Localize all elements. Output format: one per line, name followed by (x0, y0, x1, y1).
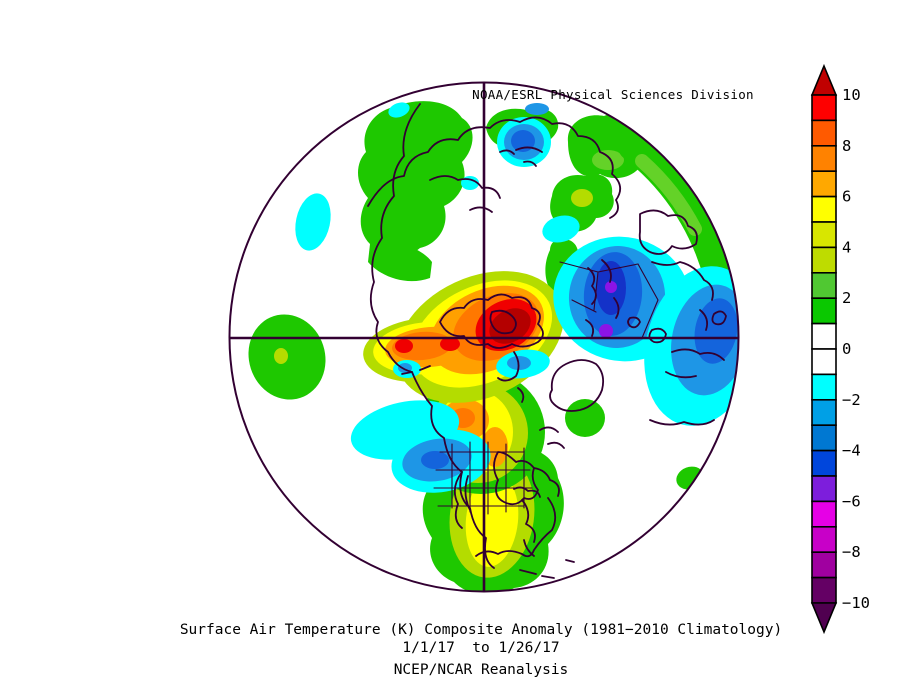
cold-anomaly-arctic-ocean (388, 102, 580, 243)
colorbar-cell (811, 398, 837, 426)
anomaly-blob (605, 281, 617, 293)
anomaly-blob (635, 154, 702, 236)
colorbar-tick-label: 10 (842, 86, 861, 104)
coastline-scandinavia (638, 209, 698, 255)
colorbar-tick-label: 8 (842, 137, 851, 155)
coastline-baja (453, 471, 471, 529)
anomaly-blob (592, 150, 624, 170)
anomaly-blob (511, 130, 535, 152)
colorbar-cell (811, 94, 837, 122)
cold-anomaly-southwest-us (391, 429, 491, 493)
coastline-chukotka (439, 293, 544, 349)
colorbar-cell (811, 170, 837, 198)
colorbar-tick-label: 2 (842, 289, 851, 307)
colorbar-lower-arrow (810, 602, 838, 635)
anomaly-blob (388, 102, 410, 118)
colorbar-tick-label: −8 (842, 543, 861, 561)
anomaly-blob (489, 308, 531, 344)
anomaly-blob (571, 189, 593, 207)
colorbar-tick-label: 0 (842, 340, 851, 358)
coastline-greenland (549, 359, 605, 412)
colorbar-tick-label: −2 (842, 391, 861, 409)
colorbar-cell (811, 322, 837, 350)
anomaly-blob (274, 348, 288, 364)
colorbar-cell (811, 373, 837, 401)
colorbar-cell (811, 246, 837, 274)
anomaly-blob (421, 451, 449, 469)
coastline-pole-islands (489, 309, 517, 335)
anomaly-blob (465, 473, 519, 567)
anomaly-blob (395, 339, 413, 353)
anomaly-blob (599, 324, 613, 338)
colorbar-cell (811, 576, 837, 604)
coastline-eurasia-arctic (367, 116, 622, 219)
colorbar-cell (811, 271, 837, 299)
coastlines (367, 103, 727, 579)
borders-asia (559, 261, 659, 339)
anomaly-blob (440, 337, 460, 351)
cold-anomaly-okhotsk (496, 349, 550, 379)
anomaly-blob (542, 215, 580, 243)
colorbar-tick-label: −10 (842, 594, 870, 612)
plot-title: Surface Air Temperature (K) Composite An… (179, 622, 783, 638)
colorbar-tick-label: −4 (842, 442, 861, 460)
coastline-europe (651, 261, 714, 331)
colorbar-upper-arrow (810, 63, 838, 96)
colorbar-cell (811, 195, 837, 223)
coastline-britain (711, 310, 727, 326)
anomaly-blob (295, 193, 331, 251)
warm-anomaly-north-pacific-green (248, 314, 326, 400)
plot-source: NCEP/NCAR Reanalysis (393, 662, 569, 678)
anomaly-blob-atlantic-green (565, 399, 605, 437)
colorbar-cell (811, 348, 837, 376)
graticule-crosshair (229, 82, 739, 592)
coastline-hudson-bay (493, 451, 539, 506)
coastline-us-east (475, 497, 557, 558)
coastline-caspian (627, 316, 667, 344)
anomaly-blob (368, 242, 432, 282)
coastline-siberia-detail (429, 146, 543, 213)
polar-map (229, 82, 739, 592)
anomaly-blob (525, 103, 549, 115)
coastline-kamchatka (497, 351, 525, 403)
colorbar-cell (811, 145, 837, 173)
colorbar-cell (811, 449, 837, 477)
map-boundary-circle (228, 81, 740, 593)
coastline-caribbean (519, 559, 575, 579)
colorbar: 10 8 6 4 2 0 −2 −4 −6 −8 −10 (810, 63, 870, 635)
coastline-ne-canada (521, 426, 565, 543)
coastline-arctic-islands (499, 149, 537, 167)
attribution-text: NOAA/ESRL Physical Sciences Division (472, 87, 754, 102)
colorbar-tick-label: −6 (842, 492, 861, 510)
coastline-aleutians (401, 365, 431, 375)
colorbar-cell (811, 475, 837, 503)
colorbar-cell (811, 500, 837, 528)
colorbar-cell (811, 297, 837, 325)
coastline-siberia-cold-detail (585, 259, 620, 337)
colorbar-tick-label: 4 (842, 238, 851, 256)
colorbar-cell (811, 424, 837, 452)
colorbar-cell (811, 551, 837, 579)
plot-period: 1/1/17 to 1/26/17 (402, 640, 560, 656)
colorbar-cell (811, 221, 837, 249)
colorbar-tick-label: 6 (842, 188, 851, 206)
colorbar-cell (811, 525, 837, 553)
colorbar-cell (811, 119, 837, 147)
anomaly-blob (703, 149, 739, 177)
borders-us-states (433, 441, 533, 515)
coastline-mediterranean (649, 348, 725, 426)
